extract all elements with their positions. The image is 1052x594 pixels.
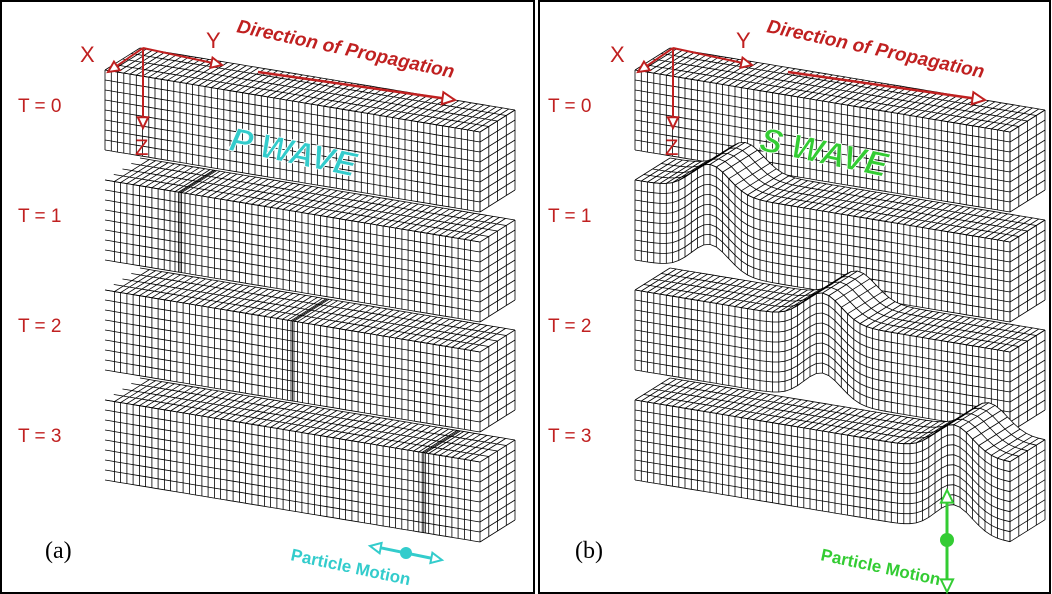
time-label: T = 0 [18, 96, 61, 117]
arrow-head [210, 58, 222, 68]
figure: T = 0T = 1T = 2T = 3XYZDirection of Prop… [0, 0, 1052, 594]
axis-x-label: X [80, 42, 95, 67]
axis-y-label: Y [736, 28, 751, 53]
arrow-head [941, 579, 953, 592]
arrow-head [740, 58, 752, 68]
axis-z-label: Z [135, 135, 148, 160]
time-label: T = 1 [18, 206, 61, 227]
motion-dot [940, 533, 954, 547]
time-label: T = 1 [548, 206, 591, 227]
time-label: T = 3 [18, 426, 61, 447]
arrow-head [370, 543, 382, 553]
time-label: T = 2 [548, 316, 591, 337]
time-label: T = 3 [548, 426, 591, 447]
axis-y-label: Y [206, 28, 221, 53]
particle-motion-label: Particle Motion [819, 545, 942, 589]
axis-z-label: Z [665, 135, 678, 160]
axis-x-label: X [610, 42, 625, 67]
time-label: T = 0 [548, 96, 591, 117]
arrow-head [430, 553, 442, 563]
panel-label: (a) [45, 538, 72, 564]
panel-label: (b) [575, 538, 603, 564]
motion-dot [400, 547, 412, 559]
time-label: T = 2 [18, 316, 61, 337]
